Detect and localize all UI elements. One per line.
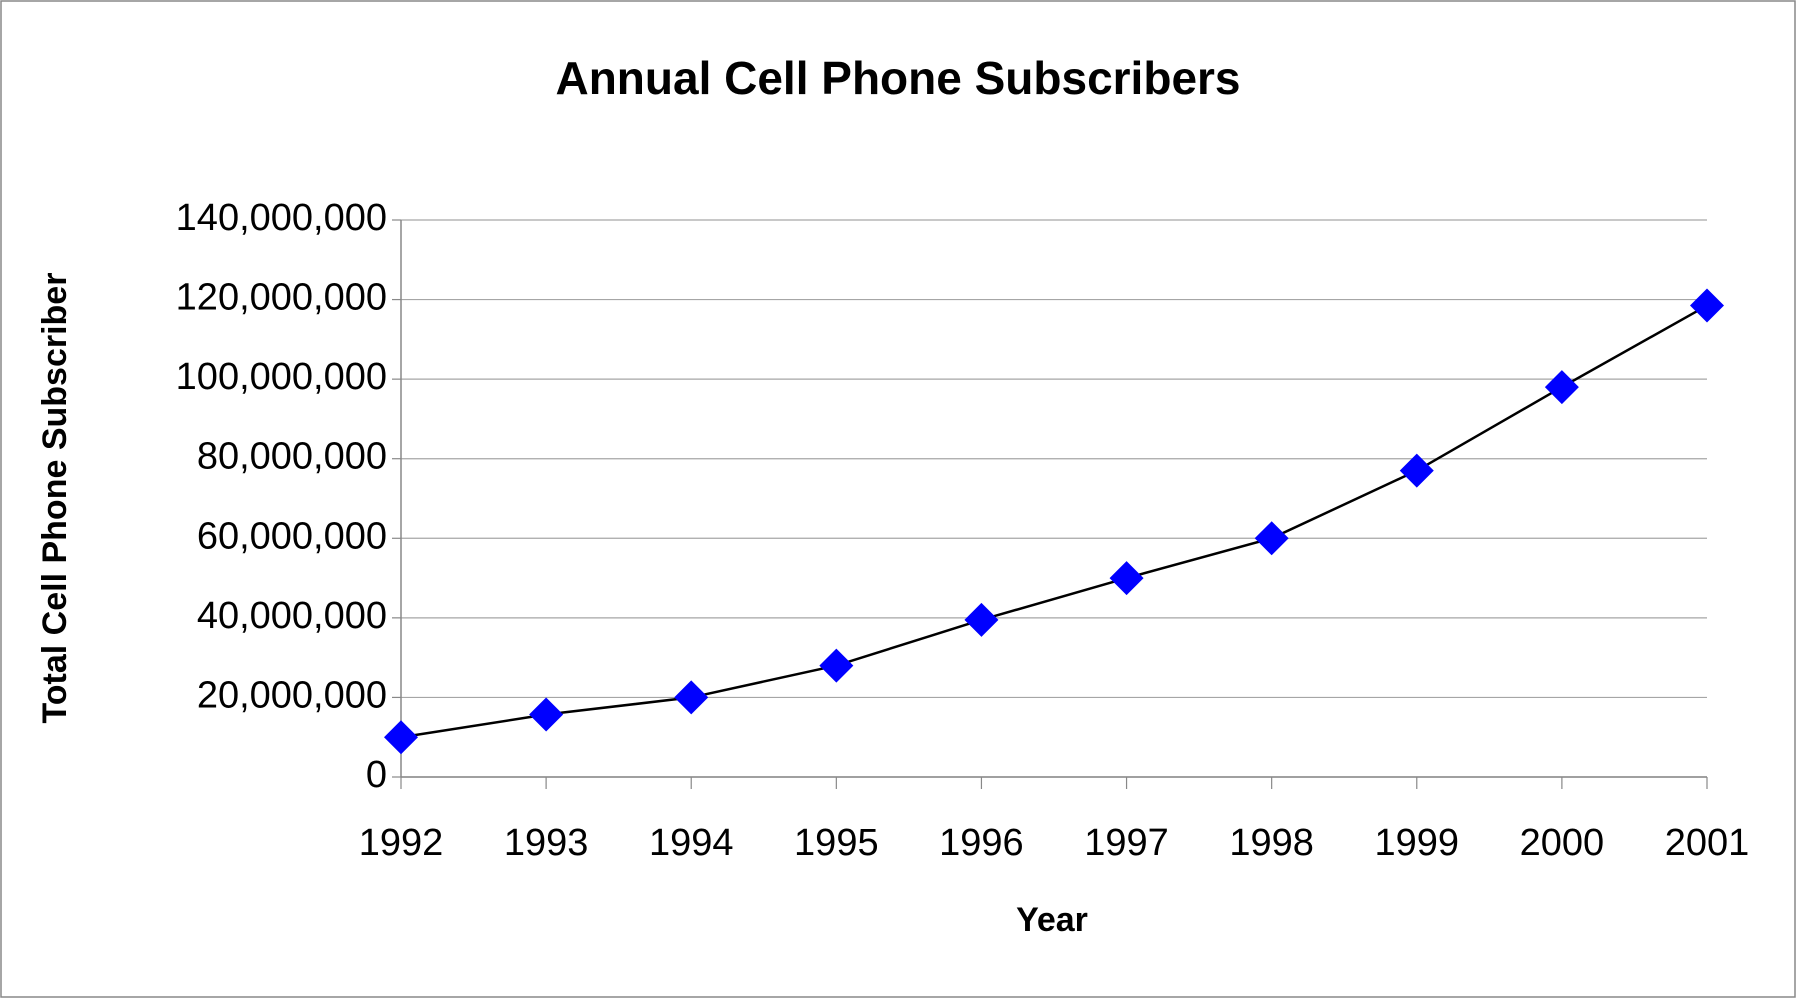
y-tick-label: 120,000,000 [176,277,387,319]
data-point [819,648,854,683]
data-point [1109,561,1144,596]
x-tick-label: 1998 [1229,822,1314,864]
data-point [674,680,709,715]
y-tick-label: 100,000,000 [176,356,387,398]
y-axis-title: Total Cell Phone Subscriber [36,273,74,724]
series-line [400,304,1708,739]
x-tick-label: 1999 [1375,822,1460,864]
y-tick-label: 60,000,000 [197,515,387,557]
y-tick-label: 20,000,000 [197,674,387,716]
x-tick-label: 1992 [359,822,444,864]
x-axis-title: Year [1016,901,1088,939]
data-point [1254,521,1289,556]
y-tick-label: 0 [366,754,387,796]
x-tick-label: 2000 [1520,822,1605,864]
x-tick-label: 1993 [504,822,589,864]
data-point [384,720,418,755]
x-tick-label: 1994 [649,822,734,864]
y-tick-label: 40,000,000 [197,595,387,637]
y-tick-label: 80,000,000 [197,436,387,478]
data-point [1544,370,1579,405]
data-point [529,697,564,732]
x-tick-label: 1996 [939,822,1024,864]
data-point [964,602,999,637]
chart-title: Annual Cell Phone Subscribers [555,52,1240,104]
x-tick-label: 1995 [794,822,879,864]
data-point [1690,288,1724,323]
y-tick-label: 140,000,000 [176,197,387,239]
x-tick-label: 1997 [1084,822,1169,864]
x-tick-label: 2001 [1665,822,1750,864]
data-point [1399,453,1434,488]
